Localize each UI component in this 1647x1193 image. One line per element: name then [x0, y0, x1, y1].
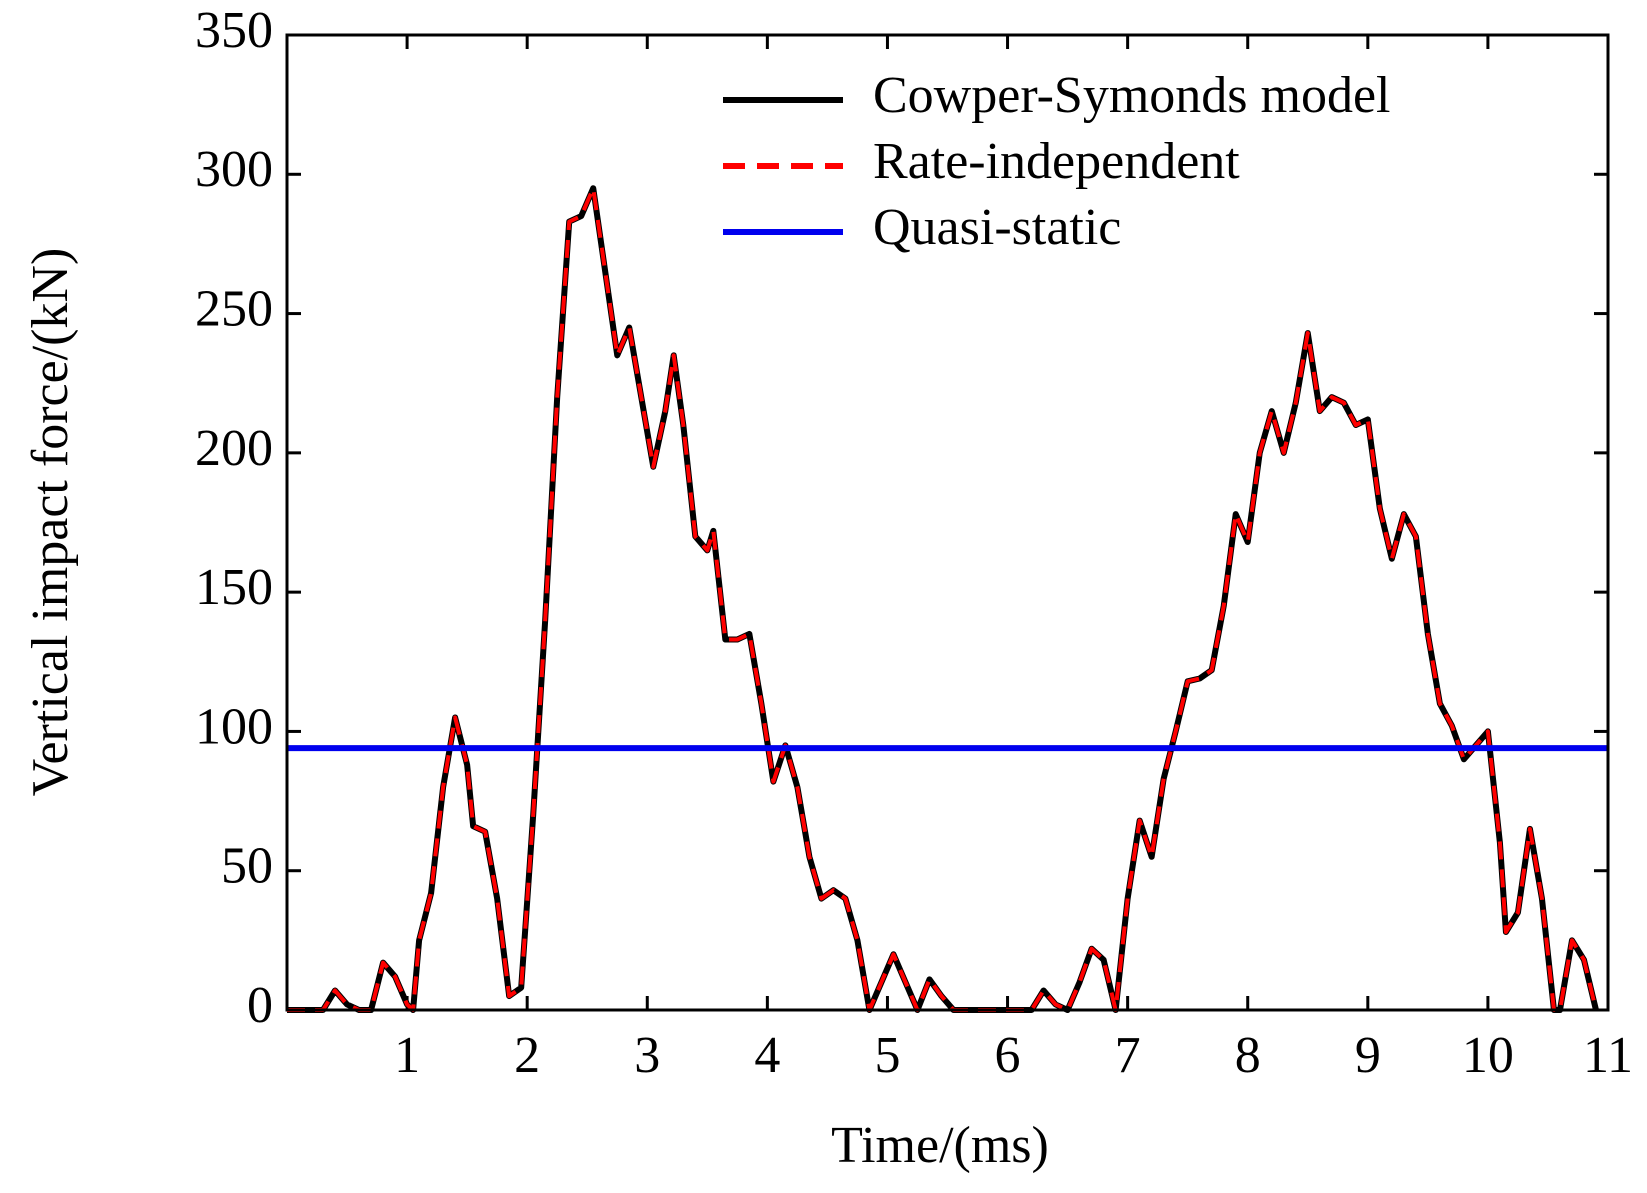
x-tick-label: 4 [754, 1027, 780, 1084]
x-tick-label: 5 [874, 1027, 900, 1084]
x-tick-label: 11 [1583, 1027, 1633, 1084]
plot-frame [285, 33, 1610, 1012]
y-tick-label: 250 [195, 281, 273, 338]
legend-label: Rate-independent [873, 133, 1240, 190]
y-tick-label: 50 [221, 838, 273, 895]
x-tick-label: 3 [634, 1027, 660, 1084]
y-tick-label: 0 [247, 977, 273, 1034]
legend-label: Quasi-static [873, 199, 1121, 256]
x-tick-label: 2 [514, 1027, 540, 1084]
x-tick-label: 8 [1235, 1027, 1261, 1084]
x-tick-label: 1 [394, 1027, 420, 1084]
legend-label: Cowper-Symonds model [873, 67, 1391, 124]
y-tick-label: 100 [195, 698, 273, 755]
x-axis-label: Time/(ms) [831, 1117, 1049, 1174]
y-tick-label: 300 [195, 141, 273, 198]
series-line [287, 186, 1598, 1012]
y-tick-label: 200 [195, 420, 273, 477]
x-tick-label: 9 [1355, 1027, 1381, 1084]
x-tick-label: 10 [1462, 1027, 1514, 1084]
series-line [287, 185, 1599, 1013]
x-tick-label: 6 [995, 1027, 1021, 1084]
y-tick-label: 350 [195, 2, 273, 59]
y-tick-label: 150 [195, 559, 273, 616]
y-axis-label: Vertical impact force/(kN) [22, 248, 79, 797]
x-tick-label: 7 [1115, 1027, 1141, 1084]
